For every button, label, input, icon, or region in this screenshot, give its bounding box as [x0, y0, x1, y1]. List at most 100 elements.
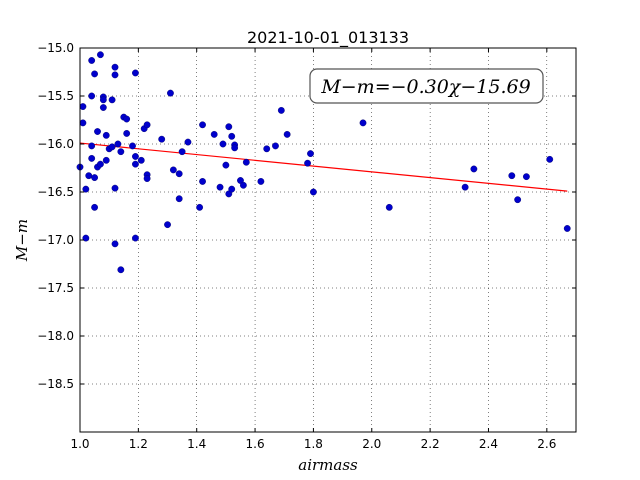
data-point: [99, 96, 107, 104]
data-point: [242, 158, 250, 166]
data-point: [225, 123, 233, 131]
y-tick-label: −15.0: [37, 41, 74, 55]
data-point: [114, 140, 122, 148]
data-point: [239, 181, 247, 189]
data-point: [117, 266, 125, 274]
data-point: [129, 142, 136, 150]
x-tick-label: 1.6: [246, 437, 265, 451]
data-point: [91, 174, 98, 182]
data-point: [97, 51, 104, 59]
x-tick-label: 1.2: [129, 437, 148, 451]
data-point: [228, 185, 236, 193]
data-point: [283, 130, 291, 138]
data-point: [222, 161, 230, 169]
y-tick-label: −17.0: [37, 233, 74, 247]
data-point: [132, 69, 139, 77]
y-tick-label: −18.0: [37, 329, 74, 343]
data-point: [88, 142, 96, 150]
data-point: [91, 70, 98, 78]
data-point: [132, 160, 139, 168]
y-tick-label: −18.5: [37, 377, 74, 391]
grid: [79, 47, 576, 432]
data-point: [111, 63, 119, 71]
data-point: [199, 178, 206, 185]
data-point: [108, 143, 116, 151]
data-point: [175, 170, 183, 178]
data-point: [461, 183, 469, 191]
annotation-box: [309, 68, 544, 104]
y-axis-label: M−m: [13, 219, 31, 262]
data-point: [359, 119, 367, 127]
data-point: [123, 130, 131, 137]
data-point: [257, 178, 265, 185]
data-point: [137, 156, 145, 164]
x-tick-label: 2.6: [537, 437, 556, 451]
data-point: [164, 221, 171, 229]
data-point: [97, 160, 104, 168]
data-point: [508, 172, 516, 180]
data-point: [175, 195, 183, 203]
data-point: [91, 203, 98, 211]
y-tick-label: −17.5: [37, 281, 74, 295]
data-point: [111, 240, 119, 248]
data-point: [470, 165, 478, 173]
data-point: [88, 57, 96, 64]
data-point: [88, 154, 96, 162]
x-axis-label: airmass: [298, 456, 358, 474]
x-tick-label: 2.0: [362, 437, 381, 451]
x-tick-label: 1.0: [70, 437, 89, 451]
data-point: [184, 138, 192, 146]
y-tick-label: −16.0: [37, 137, 74, 151]
data-point: [82, 234, 90, 242]
data-point: [310, 188, 317, 196]
fit-annotation: M−m=−0.30χ−15.69: [309, 68, 544, 104]
data-point: [563, 225, 571, 232]
x-tick-label: 1.8: [304, 437, 323, 451]
fit-line: [79, 142, 568, 192]
data-point: [85, 172, 93, 180]
data-point: [99, 104, 107, 111]
data-point: [216, 183, 224, 191]
data-point: [117, 148, 125, 156]
data-point: [546, 155, 554, 163]
data-point: [111, 71, 119, 79]
data-points: [76, 51, 571, 274]
data-point: [523, 173, 530, 181]
data-point: [231, 144, 239, 152]
axis-ticks: 1.0 1.2 1.4 1.6 1.8 2.0 2.2 2.4 2.6 −15.0 −15.5 −16…: [37, 41, 576, 451]
data-point: [210, 130, 218, 138]
y-tick-label: −15.5: [37, 89, 74, 103]
data-point: [514, 196, 522, 204]
data-point: [199, 121, 206, 129]
y-tick-label: −16.5: [37, 185, 74, 199]
data-point: [143, 175, 151, 182]
data-point: [82, 185, 90, 193]
data-point: [94, 128, 101, 135]
data-point: [304, 159, 311, 167]
data-point: [88, 92, 96, 100]
data-point: [79, 103, 87, 110]
data-point: [196, 203, 204, 211]
data-point: [132, 234, 139, 242]
data-point: [169, 166, 177, 174]
x-tick-label: 2.4: [479, 437, 498, 451]
data-point: [102, 156, 110, 164]
data-point: [123, 115, 131, 123]
data-point: [111, 184, 119, 192]
data-point: [143, 121, 151, 129]
data-point: [79, 119, 87, 127]
data-point: [277, 107, 285, 114]
x-tick-label: 2.2: [421, 437, 440, 451]
data-point: [263, 145, 271, 153]
data-point: [272, 142, 279, 150]
data-point: [385, 203, 393, 211]
annotation-text: M−m=−0.30χ−15.69: [320, 76, 530, 98]
data-point: [219, 140, 227, 148]
x-tick-label: 1.4: [187, 437, 206, 451]
data-point: [167, 89, 174, 97]
chart-title: 2021-10-01_013133: [247, 28, 409, 48]
data-point: [108, 96, 116, 104]
data-point: [102, 131, 110, 139]
data-point: [228, 132, 236, 140]
